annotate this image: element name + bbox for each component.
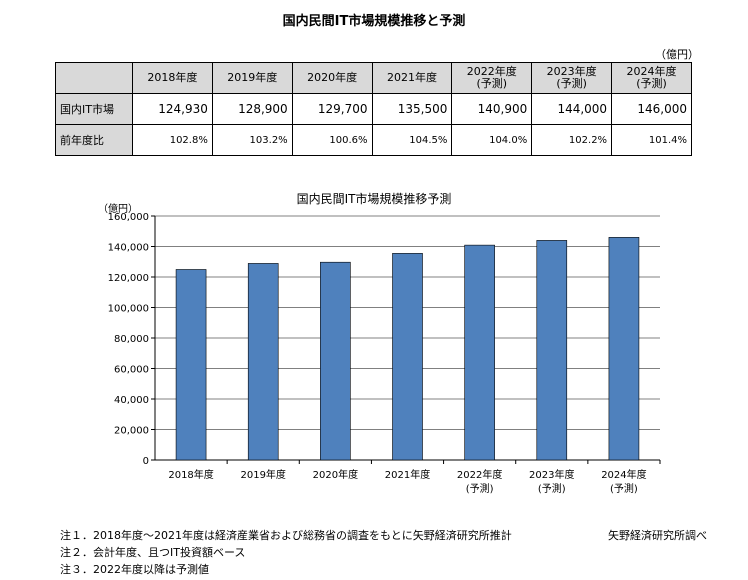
x-tick-label-sub: (予測) [466,482,494,495]
note-1: 注１．2018年度～2021年度は経済産業省および総務省の調査をもとに矢野経済研… [60,529,512,542]
table-cell: 124,930 [132,93,213,125]
y-tick-label: 80,000 [114,334,149,345]
bar [464,244,495,461]
table-row-market-size: 国内IT市場 124,930 128,900 129,700 135,500 1… [55,93,692,125]
note-2: 注２．会計年度、且つIT投資額ベース [60,546,246,559]
bar [536,240,568,461]
page-title: 国内民間IT市場規模推移と予測 [282,14,466,29]
bar [392,253,423,461]
x-tick-label: 2020年度 [313,468,358,481]
x-tick-label: 2021年度 [385,468,430,481]
table-cell: 103.2% [211,124,293,156]
y-tick-label: 160,000 [108,212,149,223]
x-tick-label: 2024年度 [601,468,646,481]
y-tick-label: 0 [143,456,149,467]
table-header-cell: 2021年度 [371,62,453,94]
table-cell: 104.0% [451,124,533,156]
market-size-table: 2018年度 2019年度 2020年度 2021年度 2022年度 (予測) 2… [55,62,692,156]
row-label: 国内IT市場 [55,93,133,125]
x-tick-label: 2018年度 [168,468,213,481]
bar [247,263,279,461]
table-header-cell: 2018年度 [132,62,213,94]
table-header-row: 2018年度 2019年度 2020年度 2021年度 2022年度 (予測) 2… [55,62,692,94]
table-header-cell: 2024年度 (予測) [611,62,692,94]
bar [175,269,207,461]
table-header-cell: 2019年度 [211,62,293,94]
x-tick-label: 2022年度 [457,468,502,481]
y-tick-label: 140,000 [108,243,149,254]
table-cell: 102.2% [531,124,613,156]
chart-title: 国内民間IT市場規模推移予測 [296,192,452,206]
table-corner-cell [55,62,133,94]
notes: 注１．2018年度～2021年度は経済産業省および総務省の調査をもとに矢野経済研… [60,527,512,578]
note-3: 注３．2022年度以降は予測値 [60,563,209,576]
bar [608,237,640,461]
table-row-yoy: 前年度比 102.8% 103.2% 100.6% 104.5% 104.0% … [55,124,692,156]
table-unit: （億円） [655,48,699,61]
x-tick-label-sub: (予測) [610,482,638,495]
table-cell: 102.8% [132,124,213,156]
y-tick-label: 20,000 [114,426,149,437]
y-tick-label: 60,000 [114,365,149,376]
table-header-cell: 2023年度 (予測) [531,62,613,94]
row-label: 前年度比 [55,124,133,156]
x-tick-label: 2019年度 [240,468,285,481]
table-header-cell: 2020年度 [291,62,373,94]
table-cell: 146,000 [611,93,692,125]
y-tick-label: 100,000 [108,304,149,315]
source-credit: 矢野経済研究所調べ [608,529,707,542]
x-tick-label: 2023年度 [529,468,574,481]
table-cell: 101.4% [611,124,692,156]
y-tick-label: 40,000 [114,395,149,406]
y-axis-unit: （億円） [98,204,138,215]
bar [320,261,351,461]
x-tick-label-sub: (予測) [538,482,566,495]
table-cell: 144,000 [531,93,613,125]
table-cell: 128,900 [211,93,293,125]
y-tick-label: 120,000 [108,273,149,284]
